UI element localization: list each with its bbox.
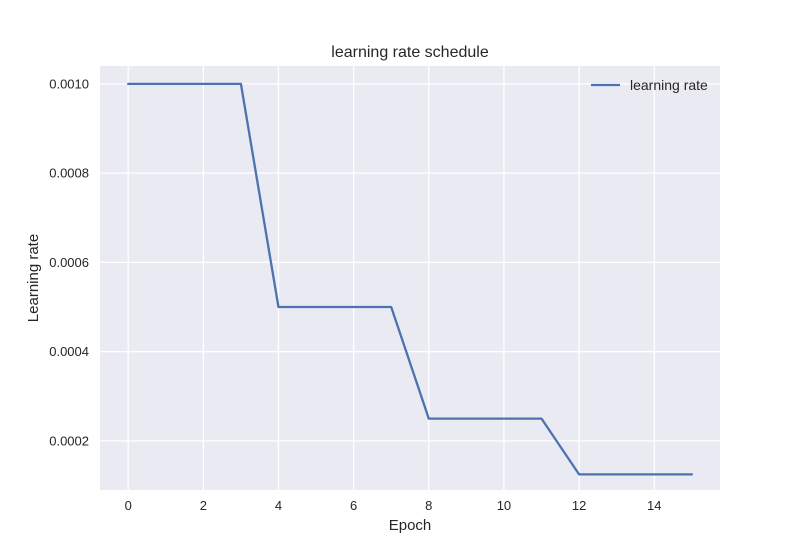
y-tick-label: 0.0004 [49,344,89,359]
x-tick-label: 12 [572,498,586,513]
y-axis-label: Learning rate [25,234,42,322]
y-tick-label: 0.0006 [49,255,89,270]
chart-title: learning rate schedule [331,44,489,61]
x-tick-label: 2 [200,498,207,513]
x-axis-label: Epoch [389,517,432,534]
x-tick-labels: 0 2 4 6 8 10 12 14 [125,498,662,513]
y-tick-label: 0.0008 [49,166,89,181]
x-tick-label: 10 [497,498,511,513]
x-tick-label: 0 [125,498,132,513]
legend: learning rate [591,77,708,93]
y-tick-labels: 0.0002 0.0004 0.0006 0.0008 0.0010 [49,76,89,448]
y-tick-label: 0.0002 [49,433,89,448]
plot-area [100,66,720,490]
y-tick-label: 0.0010 [49,76,89,91]
x-tick-label: 14 [647,498,661,513]
series-line [127,82,693,476]
x-tick-label: 8 [425,498,432,513]
x-tick-label: 6 [350,498,357,513]
series-marks [127,82,693,476]
x-tick-label: 4 [275,498,282,513]
legend-label: learning rate [630,77,708,93]
